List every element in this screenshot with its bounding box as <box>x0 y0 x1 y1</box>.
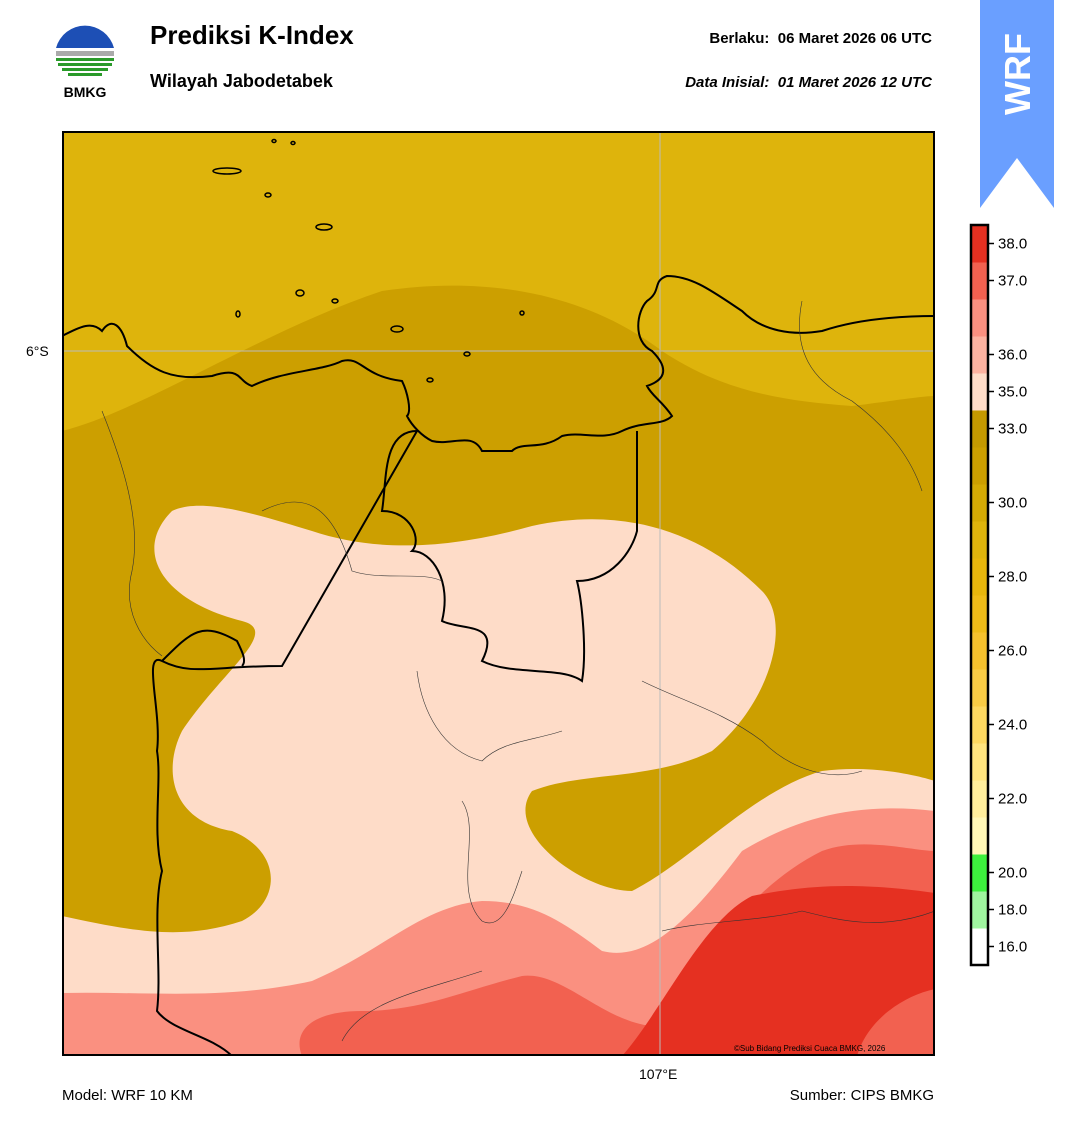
source-label: Sumber: CIPS BMKG <box>789 1087 934 1104</box>
colorbar-swatch <box>971 743 988 781</box>
logo-text: BMKG <box>63 84 107 100</box>
bmkg-logo-icon <box>54 21 116 83</box>
colorbar-label: 24.0 <box>998 717 1027 734</box>
page-title: Prediksi K-Index <box>150 20 354 50</box>
wrf-badge-text: WRF <box>997 33 1038 115</box>
wrf-badge: WRF <box>980 0 1054 208</box>
field-38-plus <box>622 885 935 1056</box>
colorbar-label: 16.0 <box>998 939 1027 956</box>
valid-label: Berlaku: <box>709 30 770 47</box>
colorbar-swatch <box>971 373 988 411</box>
province-boundary <box>151 430 638 1056</box>
colorbar-swatch <box>971 780 988 818</box>
colorbar-swatch <box>971 521 988 559</box>
colorbar-swatch <box>971 410 988 448</box>
islands <box>212 138 525 383</box>
model-label: Model: WRF 10 KM <box>62 1087 193 1104</box>
colorbar: 16.0 18.0 20.0 22.0 24.0 26.0 28.0 30.0 33.0 35.0… <box>969 223 1027 967</box>
colorbar-swatch <box>971 336 988 374</box>
colorbar-label: 20.0 <box>998 865 1027 882</box>
colorbar-swatch <box>971 706 988 744</box>
colorbar-label: 30.0 <box>998 495 1027 512</box>
colorbar-label: 37.0 <box>998 273 1027 290</box>
colorbar-swatch <box>971 669 988 707</box>
lat-tick-label: 6°S <box>26 343 49 359</box>
colorbar-swatch <box>971 484 988 522</box>
district-lines <box>101 300 935 1042</box>
colorbar-swatch <box>971 595 988 633</box>
map-frame <box>62 131 935 1056</box>
colorbar-swatch <box>971 225 988 263</box>
coastline <box>62 274 935 452</box>
valid-value: 06 Maret 2026 06 UTC <box>777 30 932 47</box>
map-credit: ©Sub Bidang Prediksi Cuaca BMKG, 2026 <box>734 1044 886 1053</box>
k-index-map <box>62 131 935 1056</box>
colorbar-swatch <box>971 262 988 300</box>
page-subtitle: Wilayah Jabodetabek <box>150 71 333 91</box>
valid-time: Berlaku: 06 Maret 2026 06 UTC <box>709 30 932 47</box>
colorbar-label: 18.0 <box>998 902 1027 919</box>
colorbar-label: 22.0 <box>998 791 1027 808</box>
colorbar-swatch <box>971 928 988 966</box>
colorbar-swatch <box>971 299 988 337</box>
colorbar-swatch <box>971 854 988 892</box>
colorbar-label: 33.0 <box>998 421 1027 438</box>
initial-label: Data Inisial: <box>685 74 770 91</box>
field-38-plus-inner <box>857 989 935 1056</box>
colorbar-swatch <box>971 558 988 596</box>
colorbar-label: 28.0 <box>998 569 1027 586</box>
colorbar-swatch <box>971 891 988 929</box>
colorbar-swatch <box>971 447 988 485</box>
initial-time: Data Inisial: 01 Maret 2026 12 UTC <box>685 74 932 91</box>
colorbar-label: 38.0 <box>998 236 1027 253</box>
lon-tick-label: 107°E <box>639 1066 678 1082</box>
initial-value: 01 Maret 2026 12 UTC <box>777 74 932 91</box>
colorbar-label: 26.0 <box>998 643 1027 660</box>
colorbar-label: 35.0 <box>998 384 1027 401</box>
colorbar-frame <box>969 223 990 967</box>
colorbar-swatch <box>971 632 988 670</box>
colorbar-swatch <box>971 817 988 855</box>
colorbar-label: 36.0 <box>998 347 1027 364</box>
